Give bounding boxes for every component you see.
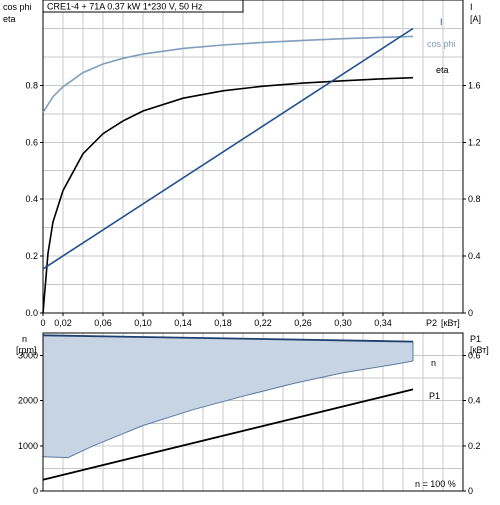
y-left-tick-label: 0.4 — [25, 194, 38, 204]
y-right-tick-label: 0.8 — [468, 194, 481, 204]
y-right-tick-label: 0.4 — [468, 396, 481, 406]
y-right-tick-label: 0.4 — [468, 251, 481, 261]
x-tick-label: 0,22 — [254, 318, 272, 328]
series-line-I — [42, 27, 414, 270]
y-right-title-line2: [кВт] — [470, 345, 489, 355]
x-tick-label: 0,18 — [214, 318, 232, 328]
x-tick-label: 0,30 — [334, 318, 352, 328]
series-label-cos-phi: cos phi — [427, 39, 456, 49]
y-left-tick-label: 3000 — [18, 351, 38, 361]
x-tick-label: 0 — [40, 318, 45, 328]
header-box — [42, 0, 244, 13]
speed-range-band — [43, 335, 413, 458]
y-left-title-line2: [rpm] — [16, 345, 37, 355]
y-right-tick-label: 1.6 — [468, 80, 481, 90]
series-label-n: n — [431, 358, 436, 368]
y-right-title-line1: P1 — [470, 334, 481, 344]
x-tick-label: 0,34 — [374, 318, 392, 328]
series-label-eta: eta — [436, 65, 449, 75]
x-tick-label: 0,14 — [174, 318, 192, 328]
speed-range-lower-edge — [42, 360, 414, 459]
x-tick-label: 0,06 — [94, 318, 112, 328]
series-line-cos-phi — [42, 35, 414, 113]
chart-header: CRE1-4 + 71A 0.37 kW 1*230 V, 50 Hz — [47, 2, 203, 12]
x-axis-label-unit: [кВт] — [441, 318, 460, 328]
x-axis-label-quantity: P2 — [426, 318, 437, 328]
plot-frame-bottom — [42, 332, 464, 492]
y-right-tick-label: 0 — [468, 486, 473, 496]
x-tick-label: 0,02 — [54, 318, 72, 328]
series-label-P1: P1 — [429, 391, 440, 401]
y-left-title-line1: n — [22, 334, 27, 344]
series-line-n — [42, 334, 414, 343]
y-left-tick-label: 0.6 — [25, 137, 38, 147]
y-left-tick-label: 0.2 — [25, 251, 38, 261]
y-right-title-line2: [A] — [470, 14, 481, 24]
y-left-tick-label: 1000 — [18, 441, 38, 451]
x-tick-label: 0,26 — [294, 318, 312, 328]
y-right-tick-label: 1.2 — [468, 137, 481, 147]
y-left-title-line2: eta — [3, 14, 16, 24]
y-left-tick-label: 0.8 — [25, 80, 38, 90]
speed-footnote: n = 100 % — [415, 479, 456, 489]
series-line-eta — [42, 76, 414, 314]
series-line-P1 — [42, 388, 414, 481]
y-left-tick-label: 0 — [33, 486, 38, 496]
y-left-tick-label: 0.0 — [25, 308, 38, 318]
x-tick-label: 0,10 — [134, 318, 152, 328]
y-right-tick-label: 0.2 — [468, 441, 481, 451]
series-label-I: I — [440, 17, 443, 27]
y-right-tick-label: 0.6 — [468, 351, 481, 361]
plot-frame-top — [42, 0, 464, 314]
y-left-tick-label: 2000 — [18, 396, 38, 406]
y-right-tick-label: 0 — [468, 308, 473, 318]
y-right-title-line1: I — [470, 2, 473, 12]
y-left-title-line1: cos phi — [3, 2, 32, 12]
